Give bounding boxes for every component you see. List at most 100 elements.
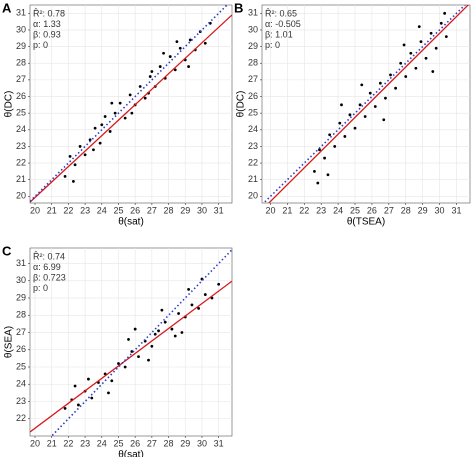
- x-tick-label: 20: [265, 205, 275, 215]
- point: [419, 40, 423, 44]
- x-tick-label: 25: [113, 205, 123, 215]
- x-tick-label: 29: [418, 205, 428, 215]
- y-tick-label: 28: [16, 310, 26, 320]
- stat-label: p: 0: [33, 40, 48, 50]
- point: [73, 163, 77, 167]
- x-tick-label: 22: [63, 438, 73, 448]
- point: [360, 83, 364, 87]
- x-tick-label: 21: [282, 205, 292, 215]
- point: [434, 46, 438, 50]
- y-tick-label: 20: [16, 191, 26, 201]
- point: [340, 103, 343, 107]
- x-tick-label: 25: [350, 205, 360, 215]
- stat-label: p: 0: [33, 283, 48, 293]
- point: [138, 85, 142, 88]
- x-tick-label: 20: [30, 438, 40, 448]
- plot-layer: [30, 249, 232, 436]
- stat-label: α: 1.33: [33, 19, 61, 29]
- y-axis-title: θ(DC): [236, 91, 247, 118]
- point: [175, 40, 179, 44]
- point: [363, 115, 367, 118]
- y-tick-label: 30: [248, 24, 258, 34]
- point: [170, 327, 174, 331]
- point: [98, 141, 102, 145]
- x-tick-label: 22: [63, 205, 73, 215]
- point: [424, 56, 428, 60]
- point: [147, 358, 150, 362]
- point: [313, 169, 316, 173]
- point: [137, 355, 140, 359]
- x-tick-label: 22: [299, 205, 309, 215]
- x-tick-label: 21: [47, 205, 57, 215]
- x-tick-label: 23: [316, 205, 326, 215]
- point: [148, 75, 152, 78]
- y-tick-label: 24: [16, 124, 26, 134]
- x-tick-label: 24: [333, 205, 343, 215]
- y-tick-label: 25: [248, 108, 258, 118]
- y-tick-label: 23: [16, 141, 26, 151]
- point: [358, 103, 362, 107]
- point: [217, 282, 221, 286]
- point: [78, 145, 82, 148]
- y-tick-label: 28: [16, 58, 26, 68]
- fit-line: [267, 5, 470, 203]
- point: [203, 293, 207, 296]
- x-tick-label: 24: [97, 438, 107, 448]
- point: [153, 332, 157, 336]
- point: [87, 377, 90, 381]
- x-tick-label: 29: [180, 438, 190, 448]
- plot-background: [29, 4, 233, 204]
- panel-label: C: [2, 243, 12, 258]
- point: [328, 133, 332, 137]
- y-tick-label: 31: [248, 8, 258, 18]
- point: [318, 148, 321, 152]
- x-tick-label: 27: [147, 438, 157, 448]
- x-axis-title: θ(sat): [118, 217, 144, 228]
- point: [203, 41, 207, 45]
- point: [130, 111, 134, 115]
- x-tick-label: 28: [164, 438, 174, 448]
- identity-line: [262, 5, 467, 203]
- point: [93, 126, 97, 130]
- point: [118, 101, 122, 105]
- point: [382, 118, 386, 122]
- y-tick-label: 28: [248, 58, 258, 68]
- y-tick-label: 27: [248, 74, 258, 84]
- point: [107, 391, 110, 395]
- point: [378, 81, 382, 85]
- plot-layer: [262, 5, 470, 203]
- point: [444, 35, 448, 39]
- x-tick-label: 31: [451, 205, 461, 215]
- stat-label: α: -0.505: [265, 19, 301, 29]
- y-tick-label: 23: [16, 396, 26, 406]
- x-tick-label: 25: [113, 438, 123, 448]
- y-tick-label: 27: [16, 327, 26, 337]
- panel-label: B: [234, 0, 243, 15]
- point: [402, 43, 406, 47]
- point: [63, 407, 67, 410]
- y-tick-label: 24: [16, 379, 26, 389]
- point: [123, 365, 127, 369]
- stat-label: β: 0.93: [33, 29, 61, 39]
- y-tick-label: 22: [16, 413, 26, 423]
- y-tick-label: 26: [16, 344, 26, 354]
- y-tick-label: 25: [16, 108, 26, 118]
- y-tick-label: 31: [16, 258, 26, 268]
- point: [353, 126, 357, 130]
- x-tick-label: 20: [30, 205, 40, 215]
- point: [368, 91, 372, 95]
- y-tick-label: 29: [16, 41, 26, 51]
- y-tick-label: 27: [16, 74, 26, 84]
- x-tick-label: 26: [367, 205, 377, 215]
- point: [123, 116, 127, 120]
- y-tick-label: 24: [248, 124, 258, 134]
- point: [113, 111, 117, 115]
- point: [178, 46, 182, 50]
- panel-label: A: [2, 0, 12, 15]
- point: [130, 350, 134, 353]
- point: [68, 155, 72, 158]
- y-tick-label: 30: [16, 24, 26, 34]
- stat-label: β: 0.723: [33, 272, 66, 282]
- point: [333, 145, 337, 148]
- point: [187, 287, 190, 291]
